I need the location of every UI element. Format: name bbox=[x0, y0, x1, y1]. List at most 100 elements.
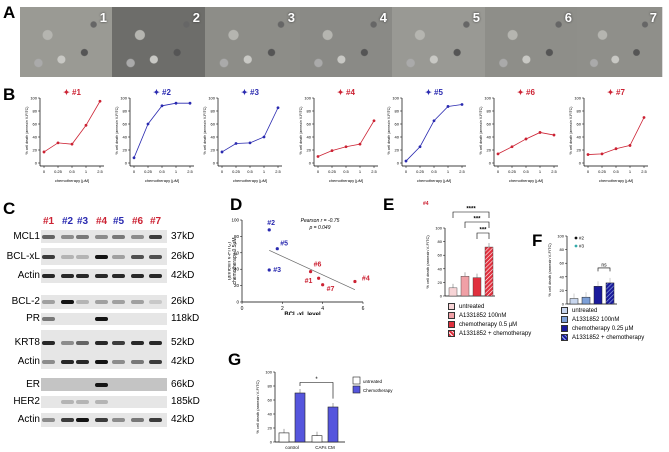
panel-letter-g: G bbox=[228, 350, 242, 369]
bar bbox=[327, 406, 339, 443]
svg-text:control: control bbox=[285, 445, 299, 450]
blot-strip bbox=[41, 269, 167, 283]
svg-text:100: 100 bbox=[304, 96, 311, 101]
svg-text:6: 6 bbox=[362, 306, 365, 312]
svg-text:#7: #7 bbox=[327, 286, 335, 293]
micrograph-label: 1 bbox=[99, 10, 107, 25]
chart-title: ✦ #1 bbox=[63, 88, 81, 97]
micrograph-label: 5 bbox=[472, 10, 480, 25]
svg-text:20: 20 bbox=[234, 283, 240, 288]
svg-text:chemotherapy [µM]: chemotherapy [µM] bbox=[509, 178, 543, 183]
scatter-point bbox=[321, 283, 325, 287]
micrograph-2: 2 bbox=[112, 7, 206, 77]
svg-text:80: 80 bbox=[438, 239, 443, 244]
panel-e-legend: untreated A1331852 100nM chemotherapy 0.5 … bbox=[448, 302, 531, 338]
svg-text:#6: #6 bbox=[314, 262, 322, 269]
bar bbox=[581, 296, 591, 305]
svg-text:0.25: 0.25 bbox=[328, 169, 337, 174]
bar bbox=[294, 392, 306, 443]
svg-text:20: 20 bbox=[268, 426, 273, 431]
svg-text:****: **** bbox=[466, 207, 476, 213]
panel-g-bar-chart: 0 20 40 60 80 100 % cell death (annexin V-FITC… bbox=[255, 370, 393, 451]
svg-text:60: 60 bbox=[487, 122, 492, 127]
svg-text:0: 0 bbox=[133, 169, 136, 174]
panel-letter-b: B bbox=[3, 85, 16, 104]
svg-text:0: 0 bbox=[213, 161, 216, 166]
panel-letter-e: E bbox=[383, 195, 395, 214]
svg-text:#2: #2 bbox=[579, 236, 585, 241]
dose-response-chart-4: ✦ #4 0 20 40 60 80 100 0 0.25 0.5 1 2.5 chemotherapy… bbox=[299, 88, 378, 183]
panel-f-bar-chart: 0 20 40 60 80 100 % cell death (annexin V-FITC… bbox=[547, 234, 617, 307]
svg-text:60: 60 bbox=[123, 122, 128, 127]
blot-strip bbox=[41, 313, 167, 325]
lane-label-1: #1 bbox=[43, 216, 55, 227]
panel-f-legend: untreated A1331852 100nM chemotherapy 0.25… bbox=[561, 306, 644, 342]
svg-text:40: 40 bbox=[234, 267, 240, 272]
svg-text:***: *** bbox=[479, 228, 487, 234]
svg-text:% cell death (annexin V-FITC): % cell death (annexin V-FITC) bbox=[299, 107, 303, 155]
svg-text:0.25: 0.25 bbox=[54, 169, 63, 174]
bar bbox=[311, 435, 323, 443]
blot-row-label: BCL-xL bbox=[6, 250, 40, 262]
svg-text:1: 1 bbox=[263, 169, 266, 174]
svg-text:1: 1 bbox=[539, 169, 542, 174]
svg-text:chemotherapy [µM]: chemotherapy [µM] bbox=[55, 178, 89, 183]
svg-text:#2: #2 bbox=[267, 220, 275, 227]
blot-kd-label: 185kD bbox=[171, 396, 200, 407]
svg-text:100: 100 bbox=[392, 96, 399, 101]
lane-label-2: #2 bbox=[62, 216, 74, 227]
bar bbox=[593, 286, 603, 305]
svg-text:0: 0 bbox=[579, 161, 582, 166]
svg-text:20: 20 bbox=[395, 148, 400, 153]
blot-kd-label: 118kD bbox=[171, 313, 200, 324]
svg-text:0: 0 bbox=[236, 300, 239, 305]
svg-text:% cell death (annexin V-FITC): % cell death (annexin V-FITC) bbox=[25, 107, 29, 155]
svg-text:40: 40 bbox=[123, 135, 128, 140]
svg-text:60: 60 bbox=[268, 398, 273, 403]
svg-text:40: 40 bbox=[395, 135, 400, 140]
micrograph-label: 2 bbox=[192, 10, 200, 25]
svg-text:100: 100 bbox=[435, 226, 442, 231]
svg-text:100: 100 bbox=[30, 96, 37, 101]
svg-text:80: 80 bbox=[560, 247, 565, 252]
svg-text:80: 80 bbox=[577, 109, 582, 114]
svg-text:0: 0 bbox=[440, 294, 443, 299]
svg-text:20: 20 bbox=[123, 148, 128, 153]
blot-kd-label: 42kD bbox=[171, 414, 195, 425]
micrograph-5: 5 bbox=[392, 7, 486, 77]
svg-text:0: 0 bbox=[489, 161, 492, 166]
svg-text:p = 0.049: p = 0.049 bbox=[309, 225, 331, 231]
blot-kd-label: 66kD bbox=[171, 378, 195, 390]
lane-label-6: #6 bbox=[132, 216, 144, 227]
blot-row-label: PR bbox=[26, 313, 40, 324]
svg-text:60: 60 bbox=[234, 250, 240, 255]
scatter-point bbox=[267, 268, 271, 272]
svg-text:60: 60 bbox=[560, 261, 565, 266]
micrograph-label: 7 bbox=[649, 10, 657, 25]
micrograph-label: 4 bbox=[379, 10, 387, 25]
svg-text:100: 100 bbox=[574, 96, 581, 101]
lane-label-4: #4 bbox=[96, 216, 108, 227]
svg-text:0.25: 0.25 bbox=[416, 169, 425, 174]
svg-text:0.5: 0.5 bbox=[431, 169, 437, 174]
blot-strip bbox=[41, 396, 167, 408]
svg-text:2.5: 2.5 bbox=[551, 169, 557, 174]
svg-text:60: 60 bbox=[438, 253, 443, 258]
svg-text:20: 20 bbox=[307, 148, 312, 153]
svg-text:#3: #3 bbox=[273, 267, 281, 274]
svg-text:% cell death (annexin V-FITC): % cell death (annexin V-FITC) bbox=[387, 107, 391, 155]
svg-text:2.5: 2.5 bbox=[275, 169, 281, 174]
legend-item: A1331852 + chemotherapy bbox=[561, 333, 644, 342]
svg-text:2.5: 2.5 bbox=[641, 169, 647, 174]
svg-text:20: 20 bbox=[211, 148, 216, 153]
dose-response-chart-5: ✦ #5 0 20 40 60 80 100 0 0.25 0.5 1 2.5 chemotherapy… bbox=[387, 88, 466, 183]
bar bbox=[460, 276, 470, 297]
svg-text:20: 20 bbox=[487, 148, 492, 153]
panel-e-bar-chart: #4 0 20 40 60 80 100 % cell death (annexin V-FI… bbox=[423, 201, 495, 299]
blot-row-label: ER bbox=[26, 378, 40, 390]
svg-text:80: 80 bbox=[234, 234, 240, 239]
scatter-point bbox=[308, 270, 313, 274]
svg-text:% cell death (annexin V-FITC): % cell death (annexin V-FITC) bbox=[115, 107, 119, 155]
svg-text:untreated: untreated bbox=[363, 379, 383, 384]
svg-text:100: 100 bbox=[208, 96, 215, 101]
